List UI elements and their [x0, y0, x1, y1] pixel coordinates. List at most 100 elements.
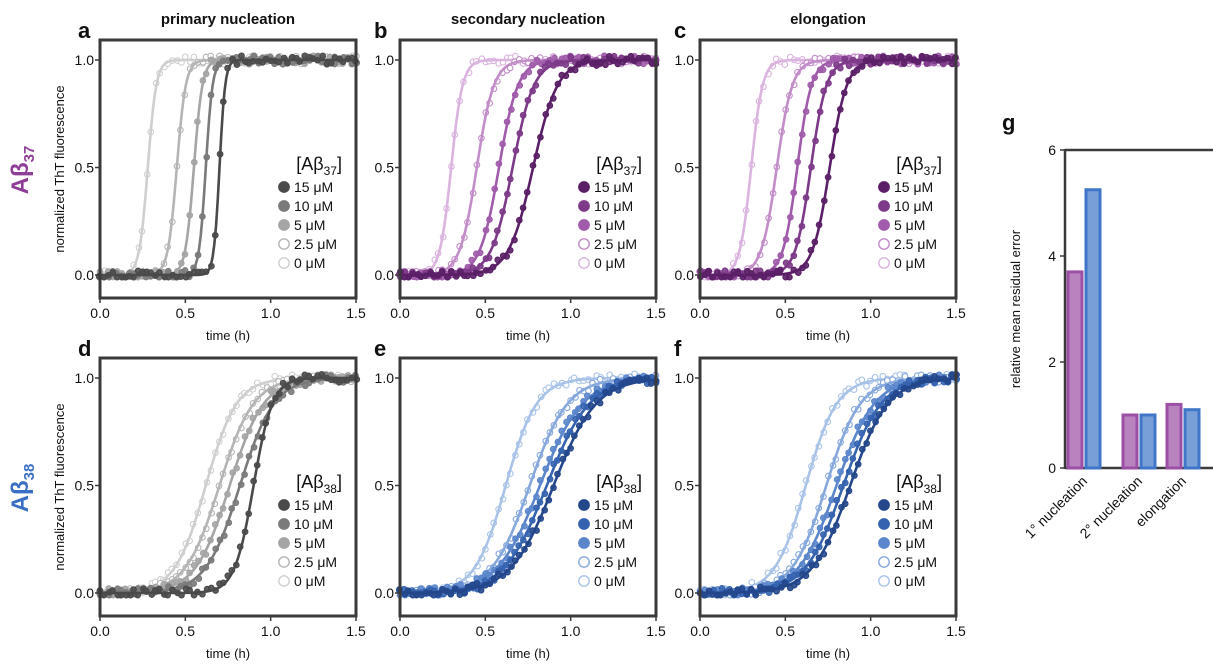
bar [1084, 188, 1102, 470]
legend: [Aβ38]15 μM 10 μM 5 μM 2.5 μM 0 μM [878, 472, 942, 589]
data-point [781, 61, 789, 68]
y-tick-label: 0.0 [675, 267, 695, 283]
legend-marker [278, 181, 290, 193]
x-tick-label: 1.5 [646, 623, 666, 639]
column-title: secondary nucleation [451, 11, 605, 28]
legend-label: 0 μM [294, 573, 325, 589]
x-axis-label: time (h) [506, 646, 550, 661]
bar [1121, 413, 1139, 470]
x-tick-label: 0.0 [90, 305, 110, 321]
data-point [238, 52, 245, 60]
panel-letter: e [374, 336, 386, 361]
x-tick-label: 0.0 [90, 623, 110, 639]
data-point [284, 59, 291, 67]
y-tick-label: 1.0 [675, 370, 695, 386]
legend-marker [278, 518, 290, 530]
x-axis-label: time (h) [806, 646, 850, 661]
legend-marker [878, 238, 890, 250]
data-point [233, 61, 241, 68]
x-tick-label: 0.5 [776, 623, 796, 639]
x-tick-label: 1.0 [561, 623, 581, 639]
legend-label: 15 μM [894, 179, 933, 195]
x-tick-label: 0.5 [776, 305, 796, 321]
y-axis-label-group: normalized ThT fluorescence [52, 403, 67, 570]
data-point [461, 589, 468, 597]
fit-line [400, 58, 656, 277]
plot-frame [698, 356, 958, 618]
data-point [845, 62, 853, 70]
x-tick-label: 1.5 [646, 305, 666, 321]
legend-label: 15 μM [594, 179, 633, 195]
panel-letter: d [78, 336, 91, 361]
x-tick-label: 0.5 [476, 623, 496, 639]
legend-marker [578, 200, 590, 212]
panel-a: a 0.0 0.5 1.0 1.5 0.0 0.5 1.0 time (h) normalized… [52, 18, 366, 343]
legend-marker [278, 257, 290, 269]
legend-label: 10 μM [294, 198, 333, 214]
data-point [786, 273, 793, 281]
legend-label: 2.5 μM [594, 236, 637, 252]
x-tick-label: 1.5 [946, 623, 966, 639]
bar [1066, 270, 1084, 470]
y-tick-label: 0.0 [375, 267, 395, 283]
legend-label: 15 μM [294, 497, 333, 513]
x-tick-label: 0.5 [176, 623, 196, 639]
panel-c: c 0.0 0.5 1.0 1.5 0.0 0.5 1.0 time (h) [Aβ37]15 μ… [674, 18, 966, 343]
legend-marker [278, 200, 290, 212]
legend-marker [278, 537, 290, 549]
legend: [Aβ38]15 μM 10 μM 5 μM 2.5 μM 0 μM [278, 472, 342, 589]
svg-text:Aβ38: Aβ38 [7, 464, 38, 513]
legend-marker [578, 238, 590, 250]
legend-label: 10 μM [594, 198, 633, 214]
legend-marker [278, 499, 290, 511]
y-tick-label: 0.0 [675, 585, 695, 601]
legend-title: [Aβ38] [896, 472, 942, 496]
legend-label: 15 μM [294, 179, 333, 195]
series-0 [96, 370, 361, 599]
legend-marker [578, 499, 590, 511]
panel-d: d 0.0 0.5 1.0 1.5 0.0 0.5 1.0 time (h) normalized… [52, 336, 366, 661]
legend: [Aβ37]15 μM 10 μM 5 μM 2.5 μM 0 μM [578, 154, 642, 271]
plot-frame [98, 38, 358, 300]
x-tick-label: 1.0 [861, 305, 881, 321]
legend-marker [878, 257, 890, 269]
panel-letter: g [1002, 110, 1015, 135]
y-tick-label: 4 [1048, 248, 1056, 264]
legend-label: 5 μM [594, 217, 625, 233]
legend-marker [878, 181, 890, 193]
legend-label: 0 μM [894, 255, 925, 271]
legend-marker [578, 518, 590, 530]
legend-title: [Aβ38] [596, 472, 642, 496]
data-point [748, 578, 756, 586]
legend-label: 15 μM [894, 497, 933, 513]
y-tick-label: 0.5 [75, 160, 95, 176]
legend-label: 2.5 μM [894, 554, 937, 570]
data-point [721, 267, 729, 275]
legend-label: 0 μM [894, 573, 925, 589]
x-tick-label: 1.5 [946, 305, 966, 321]
legend-marker [278, 219, 290, 231]
legend-marker [578, 575, 590, 587]
row-label: Aβ37 [7, 146, 38, 195]
legend-label: 0 μM [594, 573, 625, 589]
data-point [602, 61, 609, 69]
legend-marker [878, 518, 890, 530]
y-tick-label: 1.0 [675, 52, 695, 68]
y-tick-label: 0.5 [375, 478, 395, 494]
bar [1139, 413, 1157, 470]
legend-title: [Aβ37] [596, 154, 642, 178]
legend-label: 0 μM [594, 255, 625, 271]
fit-line [100, 58, 356, 277]
panel-e: e 0.0 0.5 1.0 1.5 0.0 0.5 1.0 time (h) [Aβ38]15 μ… [374, 336, 666, 661]
y-tick-label: 2 [1048, 354, 1056, 370]
data-point [776, 266, 784, 274]
legend-label: 15 μM [594, 497, 633, 513]
fit-line [100, 376, 356, 595]
plot-frame [98, 356, 358, 618]
y-tick-label: 0.5 [75, 478, 95, 494]
y-axis-label: normalized ThT fluorescence [52, 403, 67, 570]
x-tick-label: 0.0 [390, 623, 410, 639]
legend: [Aβ37]15 μM 10 μM 5 μM 2.5 μM 0 μM [878, 154, 942, 271]
x-tick-label: 0.0 [690, 305, 710, 321]
